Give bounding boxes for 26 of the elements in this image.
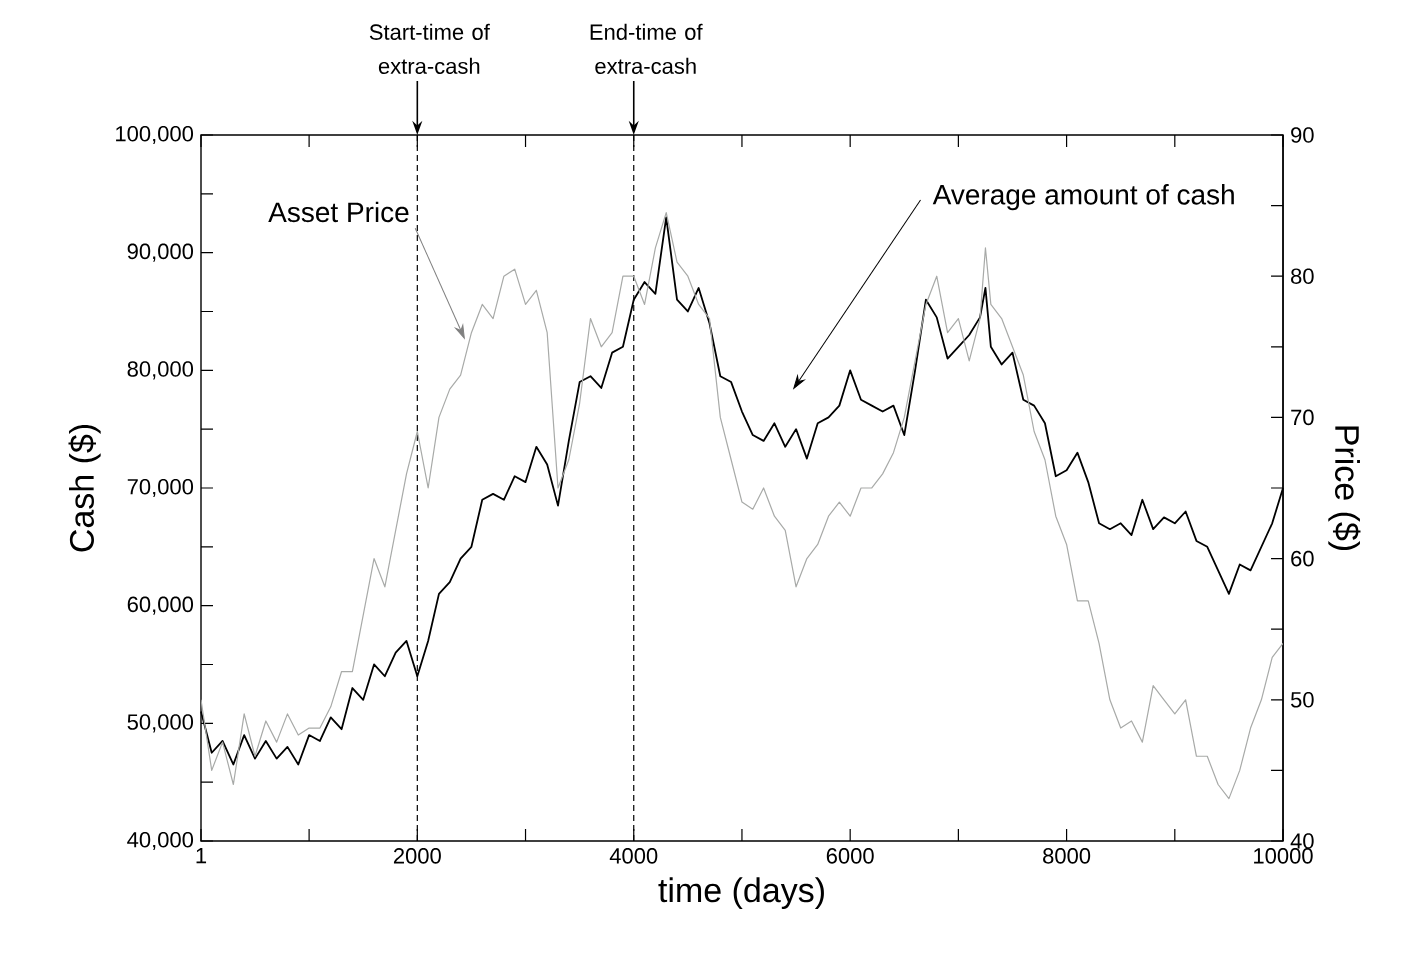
x-tick-label: 1 [196, 848, 207, 864]
y-tick-label: 50,000 [127, 714, 194, 733]
y-axis-title: Cash ($) [68, 424, 101, 552]
x-tick-label: 2000 [393, 848, 441, 864]
y2-tick-label: 80 [1291, 268, 1314, 284]
y-tick-label: 90,000 [127, 243, 194, 262]
y2-tick-label: 70 [1291, 409, 1314, 426]
ref-line-label: End-time of extra-cash [590, 23, 703, 74]
x-tick-label: 4000 [609, 848, 658, 864]
y-tick-label: 100,000 [116, 125, 194, 145]
annotation: Average amount of cash [932, 184, 1234, 211]
y-tick-label: 80,000 [127, 361, 194, 380]
ref-line-label: Start-time of extra-cash [369, 23, 490, 74]
y2-axis-title: Price ($) [1328, 426, 1361, 551]
y-tick-label: 40,000 [127, 831, 194, 851]
x-tick-label: 8000 [1043, 848, 1091, 864]
x-tick-label: 10000 [1254, 848, 1313, 864]
y-tick-label: 70,000 [127, 478, 194, 498]
y2-tick-label: 50 [1290, 692, 1314, 708]
y2-tick-label: 90 [1291, 127, 1314, 143]
x-tick-label: 6000 [826, 848, 874, 864]
y2-tick-label: 40 [1290, 833, 1314, 849]
y2-tick-label: 60 [1291, 550, 1314, 567]
annotation: Asset Price [268, 201, 409, 223]
x-axis-title: time (days) [658, 877, 824, 910]
y-tick-label: 60,000 [127, 596, 194, 615]
